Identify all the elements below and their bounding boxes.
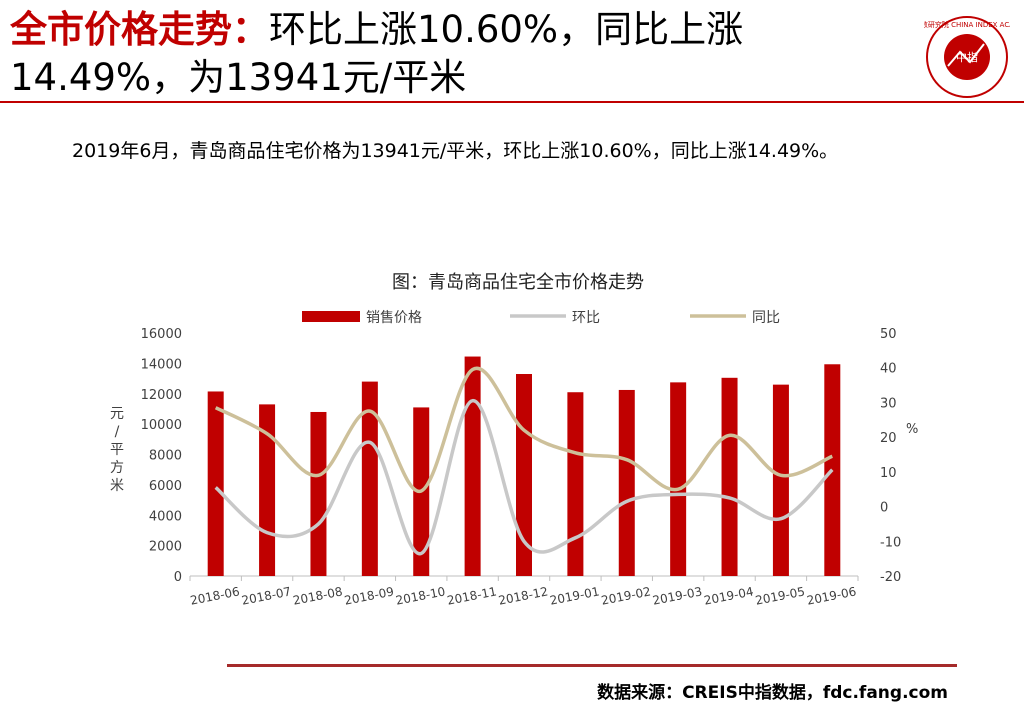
y-left-tick-label: 8000 [149, 449, 182, 464]
y-right-tick-label: 50 [880, 327, 897, 342]
x-tick-label: 2018-07 [240, 584, 292, 607]
legend-label-tb: 同比 [752, 310, 780, 326]
x-tick-label: 2019-06 [806, 584, 858, 607]
bar-sales-price [207, 391, 224, 576]
legend-swatch-sales-price [302, 311, 360, 322]
bar-sales-price [618, 389, 635, 576]
chart-legend: 销售价格 环比 同比 [302, 310, 780, 326]
title-highlight: 全市价格走势： [10, 8, 269, 51]
line-tb [214, 366, 834, 493]
china-index-academy-logo: 中指 中国指数研究院 CHINA INDEX ACADEMY [924, 16, 1010, 98]
bar-sales-price [310, 411, 327, 576]
x-tick-label: 2019-02 [600, 584, 652, 607]
legend-label-sales-price: 销售价格 [366, 310, 422, 326]
title-rest: 环比上涨10.60%，同比上涨14.49%，为13941元/平米 [10, 8, 744, 99]
legend-label-hb: 环比 [572, 310, 600, 326]
chart-title: 图：青岛商品住宅全市价格走势 [392, 272, 644, 293]
x-tick-label: 2019-03 [651, 584, 703, 607]
y-right-tick-label: 0 [880, 501, 888, 516]
data-source: 数据来源：CREIS中指数据，fdc.fang.com [597, 683, 948, 703]
x-tick-label: 2018-06 [189, 584, 241, 607]
y-right-tick-label: 10 [880, 466, 897, 481]
bar-sales-price [670, 382, 687, 576]
y-left-axis-label: 元/平方米 [110, 406, 124, 494]
logo-ring-text: 中国指数研究院 CHINA INDEX ACADEMY [924, 20, 1010, 29]
y-right-tick-label: 40 [880, 362, 897, 377]
chart-axes: 2018-06 2018-07 2018-08 2018-09 2018-10 2018-… [110, 327, 918, 608]
line-hb [214, 398, 834, 556]
y-right-tick-label: -20 [880, 570, 901, 585]
bar-sales-price [772, 384, 789, 576]
logo-center-text: 中指 [956, 50, 978, 64]
title-divider [0, 101, 1024, 103]
page-title: 全市价格走势：环比上涨10.60%，同比上涨14.49%，为13941元/平米 [10, 6, 910, 102]
x-tick-label: 2018-09 [343, 584, 395, 607]
x-tick-label: 2018-08 [292, 584, 344, 607]
y-left-tick-label: 16000 [141, 327, 182, 342]
bar-sales-price [721, 377, 738, 576]
y-left-tick-label: 2000 [149, 540, 182, 555]
y-left-tick-label: 10000 [141, 418, 182, 433]
x-tick-label: 2018-11 [446, 584, 498, 607]
y-left-tick-label: 6000 [149, 479, 182, 494]
y-left-tick-label: 14000 [141, 357, 182, 372]
y-left-tick-label: 12000 [141, 388, 182, 403]
summary-text: 2019年6月，青岛商品住宅价格为13941元/平米，环比上涨10.60%，同比… [72, 140, 839, 162]
y-right-tick-label: -10 [880, 535, 901, 550]
y-left-tick-label: 0 [174, 570, 182, 585]
footer-divider [227, 664, 957, 667]
bar-sales-price [567, 392, 584, 576]
y-right-tick-label: 20 [880, 431, 897, 446]
x-tick-label: 2019-01 [549, 584, 601, 607]
bar-sales-price [464, 356, 481, 576]
x-tick-label: 2019-04 [703, 584, 755, 607]
line-series [214, 366, 834, 556]
y-right-axis-label: % [906, 422, 918, 437]
y-left-tick-label: 4000 [149, 509, 182, 524]
x-tick-label: 2018-12 [497, 584, 549, 607]
y-right-tick-label: 30 [880, 396, 897, 411]
bar-sales-price [361, 381, 378, 576]
x-tick-label: 2019-05 [754, 584, 806, 607]
x-tick-label: 2018-10 [395, 584, 447, 607]
